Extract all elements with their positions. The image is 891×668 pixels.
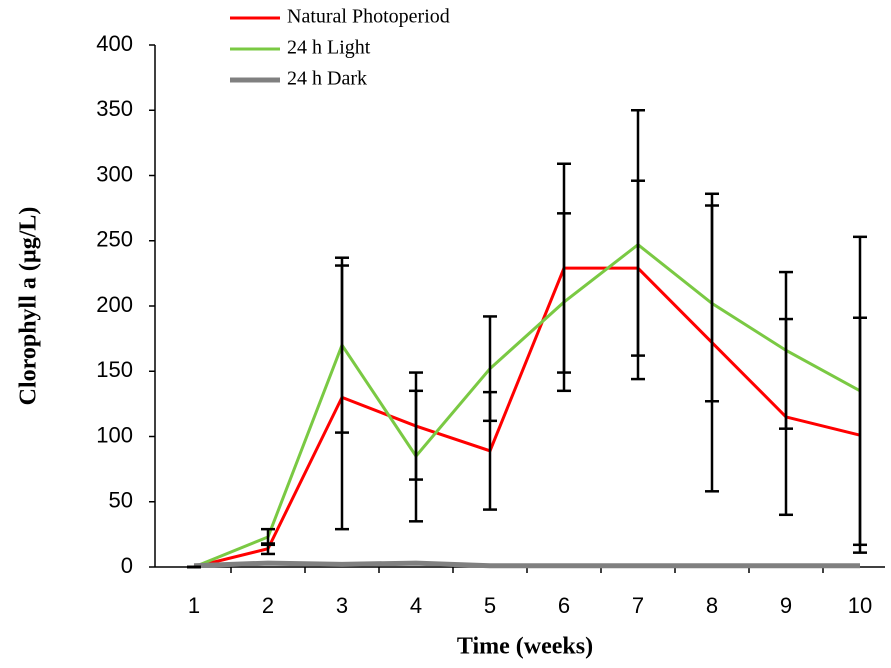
x-tick-label: 5 — [484, 593, 496, 618]
legend-label: 24 h Light — [287, 37, 371, 59]
legend-label: Natural Photoperiod — [287, 6, 450, 28]
x-tick-label: 1 — [188, 593, 200, 618]
x-axis-title: Time (weeks) — [457, 634, 593, 660]
error-bar — [557, 212, 571, 393]
error-bar — [779, 270, 793, 430]
y-tick-label: 150 — [96, 357, 133, 382]
series-line — [193, 560, 860, 569]
x-tick-label: 9 — [780, 593, 792, 618]
x-tick-label: 2 — [262, 593, 274, 618]
series-line — [193, 242, 861, 569]
y-tick-label: 300 — [96, 161, 133, 186]
y-tick-label: 250 — [96, 227, 133, 252]
error-bar — [409, 389, 423, 523]
x-tick-label: 7 — [632, 593, 644, 618]
y-tick-label: 50 — [109, 488, 133, 513]
x-tick-label: 4 — [410, 593, 422, 618]
y-tick-label: 350 — [96, 96, 133, 121]
x-tick-label: 10 — [848, 593, 872, 618]
y-axis-title: Clorophyll a (µg/L) — [16, 207, 42, 406]
x-tick-label: 3 — [336, 593, 348, 618]
error-bar — [705, 204, 719, 403]
error-bar — [261, 527, 275, 547]
x-tick-label: 6 — [558, 593, 570, 618]
y-tick-label: 400 — [96, 31, 133, 56]
error-bar — [631, 109, 645, 381]
y-tick-label: 100 — [96, 422, 133, 447]
x-tick-label: 8 — [706, 593, 718, 618]
y-tick-label: 0 — [121, 553, 133, 578]
series-line — [193, 266, 861, 569]
error-bar — [335, 256, 349, 434]
error-bar — [483, 315, 497, 423]
error-bar — [853, 235, 867, 547]
legend-label: 24 h Dark — [287, 68, 367, 90]
y-tick-label: 200 — [96, 292, 133, 317]
